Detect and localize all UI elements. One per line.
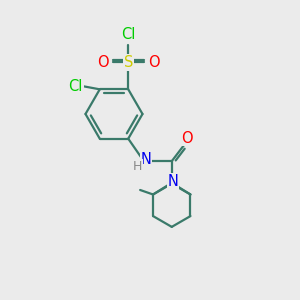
Text: N: N bbox=[141, 152, 152, 167]
Text: N: N bbox=[167, 175, 178, 190]
Text: N: N bbox=[167, 174, 178, 189]
Text: O: O bbox=[148, 55, 160, 70]
Text: O: O bbox=[182, 130, 193, 146]
Text: O: O bbox=[97, 55, 109, 70]
Text: S: S bbox=[124, 55, 133, 70]
Text: Cl: Cl bbox=[69, 79, 83, 94]
Text: H: H bbox=[133, 160, 142, 173]
Text: Cl: Cl bbox=[121, 27, 135, 42]
